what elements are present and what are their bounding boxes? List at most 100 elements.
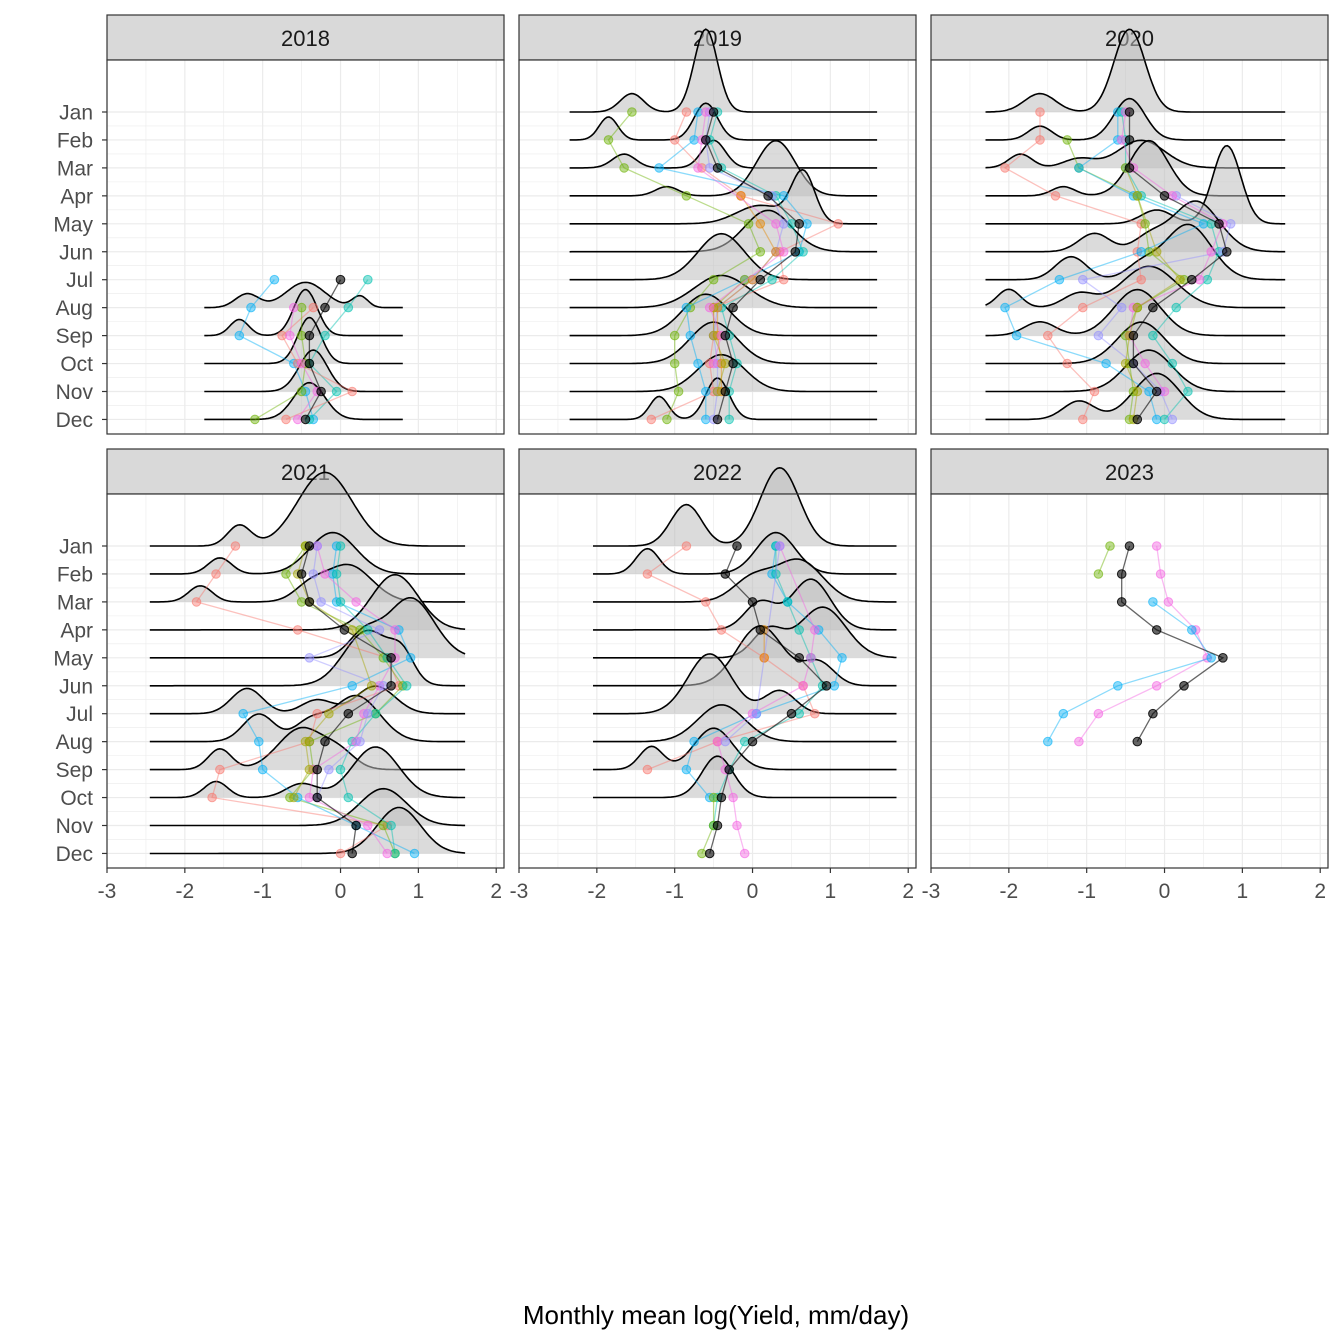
ridge-fill-jul	[149, 686, 466, 714]
series-line-aqua	[709, 111, 804, 420]
series-point-red	[1062, 358, 1072, 369]
ridge-line-jun	[149, 629, 466, 687]
series-point-green	[1144, 247, 1154, 257]
series-point-pink	[798, 681, 808, 691]
series-point-green	[619, 163, 629, 173]
y-tick-label: Dec	[56, 409, 93, 432]
series-point-red	[681, 107, 692, 117]
ridge-line-oct	[149, 746, 466, 799]
series-point-red	[1136, 274, 1146, 285]
series-point-red	[833, 219, 844, 229]
series-point-green	[669, 358, 680, 369]
ridge-line-sep	[204, 288, 403, 337]
series-point-black	[1179, 681, 1189, 691]
series-point-purple	[308, 569, 319, 579]
panel-2021: 2021	[106, 448, 505, 869]
panel-border	[518, 493, 917, 869]
series-point-aqua	[767, 274, 777, 285]
y-tick-label: Jul	[66, 703, 93, 726]
series-point-red	[669, 135, 680, 145]
series-point-black	[747, 597, 758, 607]
density-ridges	[593, 466, 897, 799]
ridge-fill-jun	[593, 625, 897, 686]
series-point-black	[1124, 541, 1135, 551]
ridge-line-nov	[149, 787, 466, 827]
series-line-red	[195, 545, 400, 855]
y-tick-label: Apr	[60, 185, 93, 208]
y-tick-label: May	[53, 647, 93, 670]
series-point-black	[701, 135, 711, 145]
series-point-black	[304, 541, 315, 551]
series-point-aqua	[1167, 358, 1178, 369]
series-point-black	[320, 302, 330, 313]
series-point-purple	[720, 736, 731, 747]
series-point-aqua	[1171, 302, 1181, 313]
series-point-black	[1187, 274, 1197, 285]
series-line-green	[285, 545, 404, 854]
ridge-line-dec	[204, 381, 403, 421]
series-point-black	[1128, 358, 1139, 369]
ridge-line-sep	[593, 727, 897, 771]
series-point-black	[1159, 191, 1170, 201]
series-point-pink	[739, 848, 750, 859]
y-tick-label: Aug	[56, 297, 93, 320]
series-point-black	[732, 541, 742, 551]
series-point-cyan	[347, 681, 358, 691]
series-point-olive	[366, 681, 377, 691]
ridge-line-dec	[985, 372, 1286, 421]
ridge-line-apr	[593, 578, 897, 631]
series-line-black	[300, 545, 392, 854]
series-line-red	[646, 545, 816, 771]
ridge-line-may	[569, 168, 878, 225]
x-tick-label: 2	[1314, 880, 1326, 903]
series-point-red	[1035, 107, 1045, 117]
series-point-purple	[355, 736, 365, 747]
series-point-purple	[778, 219, 789, 229]
series-point-pink	[1163, 597, 1174, 607]
ridge-fill-dec	[985, 373, 1286, 420]
ridge-fill-aug	[985, 266, 1286, 308]
series-point-cyan	[689, 135, 699, 145]
series-point-orange	[759, 653, 770, 663]
series-point-cyan	[1000, 302, 1010, 313]
series-point-red	[1043, 330, 1053, 341]
ridge-line-jun	[593, 625, 897, 687]
series-point-black	[300, 414, 311, 425]
series-point-black	[304, 597, 315, 607]
x-tick-label: 0	[1159, 880, 1171, 903]
ridge-line-dec	[149, 806, 466, 855]
ridge-line-oct	[204, 316, 403, 365]
series-point-cyan	[253, 736, 264, 747]
density-ridges	[985, 28, 1286, 421]
series-point-black	[763, 191, 773, 201]
series-point-pink	[810, 625, 820, 635]
ridge-line-aug	[985, 265, 1286, 309]
panel-2019: 2019	[518, 14, 917, 435]
series-line-olive	[712, 279, 746, 392]
series-point-black	[320, 736, 330, 747]
ridge-fill-mar	[569, 140, 878, 168]
series-point-green	[281, 569, 291, 579]
series-point-red	[215, 764, 225, 775]
series-point-red	[642, 569, 653, 579]
series-point-green	[1062, 135, 1072, 145]
ridge-fill-feb	[593, 532, 897, 574]
series-point-olive	[289, 792, 299, 803]
series-point-cyan	[685, 330, 696, 341]
ridge-fill-feb	[569, 103, 878, 140]
ridge-fill-jan	[593, 467, 897, 546]
ridge-fill-jun	[569, 210, 878, 252]
series-point-orange	[736, 191, 746, 201]
series-point-cyan	[778, 191, 789, 201]
ridge-line-sep	[569, 293, 878, 337]
series-point-cyan	[693, 358, 703, 369]
series-point-aqua	[363, 274, 373, 285]
strip-2023	[930, 448, 1329, 495]
x-tick-label: 1	[413, 880, 425, 903]
y-tick-label: Sep	[56, 325, 93, 348]
series-point-black	[304, 330, 315, 341]
ridge-line-aug	[569, 274, 878, 309]
series-point-pink	[351, 597, 361, 607]
series-point-olive	[708, 330, 719, 341]
site-series	[603, 107, 844, 425]
